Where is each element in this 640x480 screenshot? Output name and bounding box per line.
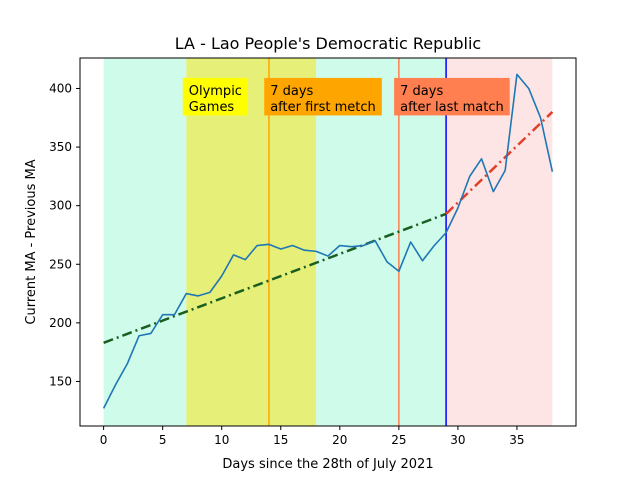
shaded-region-0 bbox=[103, 58, 187, 426]
x-tick-label: 5 bbox=[159, 433, 167, 447]
y-tick-label: 350 bbox=[49, 140, 72, 154]
x-tick-label: 35 bbox=[509, 433, 524, 447]
y-axis-label: Current MA - Previous MA bbox=[24, 159, 39, 324]
y-tick-label: 150 bbox=[49, 374, 72, 388]
annotation-text-line: 7 days bbox=[270, 84, 313, 99]
trendline-0 bbox=[103, 212, 447, 344]
shaded-region-2 bbox=[316, 58, 447, 426]
annotation-text-line: after first metch bbox=[270, 100, 376, 115]
x-tick-label: 0 bbox=[100, 433, 108, 447]
x-tick-label: 25 bbox=[391, 433, 406, 447]
x-tick-label: 15 bbox=[273, 433, 288, 447]
shaded-regions bbox=[103, 58, 553, 426]
trendlines bbox=[103, 111, 554, 344]
annotation-box bbox=[394, 77, 510, 116]
shaded-region-1 bbox=[186, 58, 317, 426]
vertical-markers bbox=[268, 58, 447, 426]
chart-title: LA - Lao People's Democratic Republic bbox=[175, 34, 481, 53]
y-tick-label: 200 bbox=[49, 316, 72, 330]
annotation-box bbox=[182, 77, 248, 116]
y-tick-label: 250 bbox=[49, 257, 72, 271]
data-series bbox=[102, 73, 554, 409]
y-axis-ticks: 150 200 250 300 350 400 bbox=[49, 81, 80, 388]
plot-frame bbox=[79, 57, 577, 427]
x-tick-label: 20 bbox=[332, 433, 347, 447]
annotation-box bbox=[264, 77, 382, 116]
series-line-0 bbox=[102, 73, 554, 409]
annotation-text-line: Olympic bbox=[189, 84, 242, 99]
annotation-text-line: after last match bbox=[400, 100, 504, 115]
annotation-text-line: Games bbox=[189, 100, 235, 115]
x-axis-ticks: 0 5 10 15 20 25 30 35 bbox=[100, 426, 525, 447]
x-axis-label: Days since the 28th of July 2021 bbox=[222, 457, 433, 472]
shaded-region-3 bbox=[446, 58, 553, 426]
x-tick-label: 30 bbox=[450, 433, 465, 447]
y-tick-label: 300 bbox=[49, 199, 72, 213]
x-tick-label: 10 bbox=[214, 433, 229, 447]
y-tick-label: 400 bbox=[49, 81, 72, 95]
annotation-text-line: 7 days bbox=[400, 84, 443, 99]
trendline-1 bbox=[445, 111, 554, 215]
